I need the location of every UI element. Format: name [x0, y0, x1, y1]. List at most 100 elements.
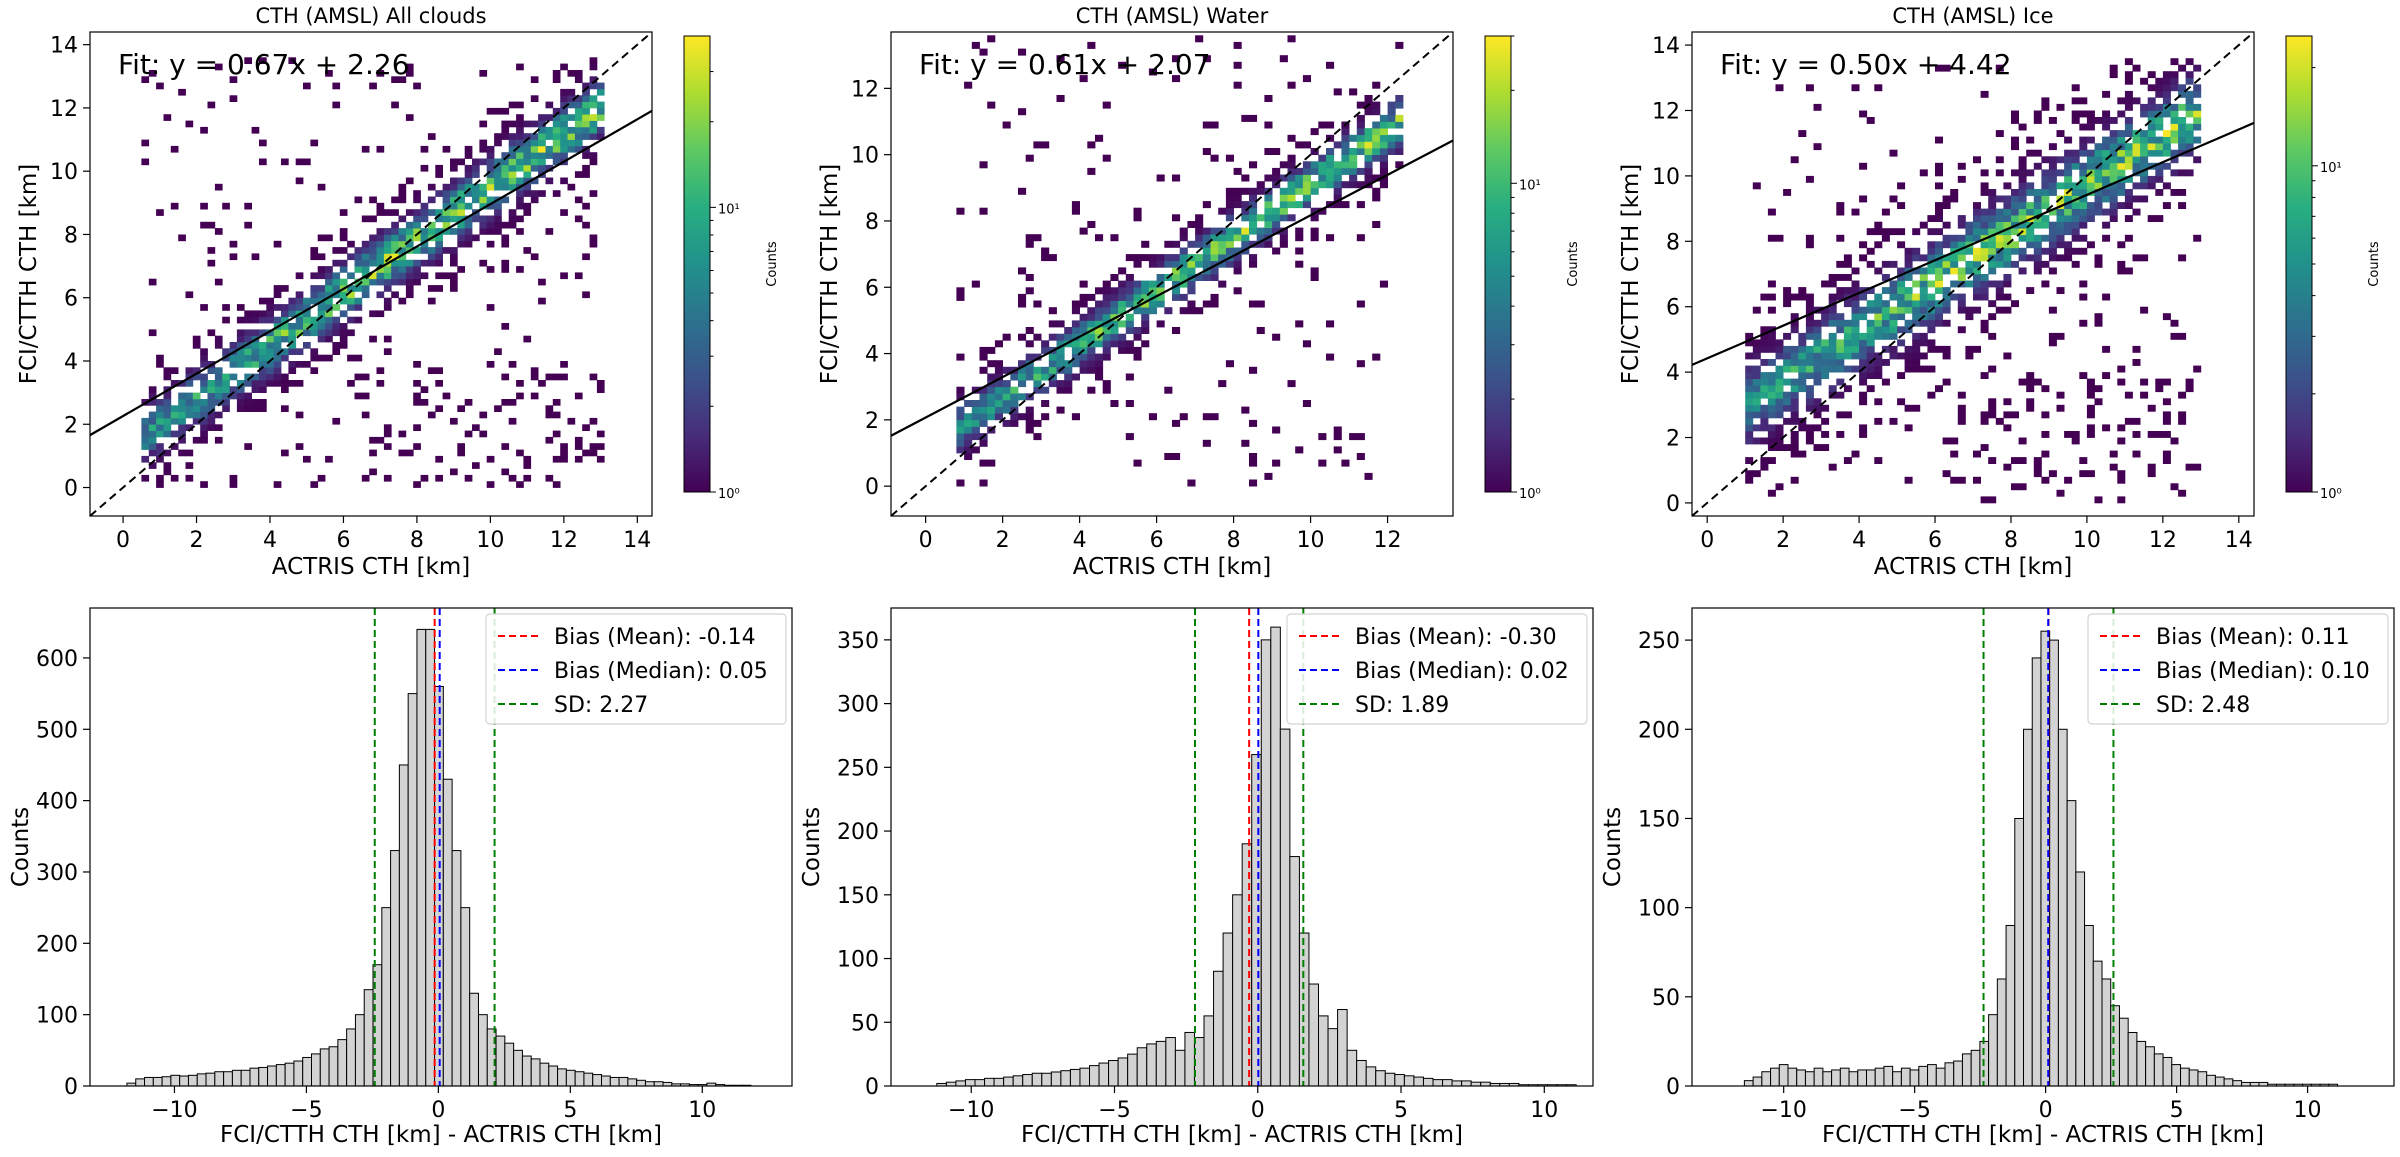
heatmap-cell	[1179, 274, 1188, 281]
heatmap-cell	[2140, 169, 2149, 177]
heatmap-cell	[1326, 167, 1335, 175]
heatmap-cell	[2155, 103, 2164, 111]
heatmap-cell	[266, 310, 274, 318]
heatmap-cell	[2086, 175, 2095, 183]
heatmap-cell	[1041, 346, 1050, 354]
heatmap-cell	[1836, 345, 1845, 353]
heatmap-cell	[442, 221, 451, 229]
heatmap-cell	[185, 449, 194, 457]
heatmap-cell	[2056, 332, 2065, 340]
y-tick-label: 0	[865, 1075, 879, 1100]
heatmap-cell	[1187, 267, 1196, 275]
heatmap-cell	[435, 190, 443, 197]
heatmap-cell	[435, 474, 443, 482]
heatmap-cell	[1356, 300, 1365, 308]
heatmap-cell	[956, 426, 965, 434]
heatmap-cell	[1821, 352, 1830, 360]
histogram-bar	[1461, 1080, 1472, 1087]
heatmap-cell	[251, 342, 260, 349]
heatmap-cell	[156, 449, 164, 457]
heatmap-cell	[560, 152, 568, 159]
heatmap-cell	[207, 411, 216, 419]
heatmap-cell	[376, 436, 385, 444]
heatmap-cell	[2086, 208, 2095, 216]
heatmap-cell	[383, 443, 392, 450]
heatmap-cell	[1018, 108, 1027, 116]
heatmap-cell	[1935, 274, 1943, 281]
heatmap-cell	[303, 304, 311, 311]
heatmap-cell	[486, 215, 495, 223]
heatmap-cell	[1965, 247, 1974, 255]
heatmap-cell	[2011, 411, 2019, 419]
heatmap-cell	[1048, 254, 1057, 262]
heatmap-cell	[1210, 274, 1219, 281]
heatmap-cell	[1210, 240, 1219, 248]
heatmap-cell	[244, 57, 252, 64]
heatmap-cell	[2102, 293, 2111, 301]
heatmap-cell	[1025, 366, 1034, 374]
heatmap-cell	[574, 139, 583, 147]
heatmap-cell	[2026, 189, 2035, 196]
heatmap-cell	[2124, 143, 2133, 151]
heatmap-cell	[596, 386, 605, 393]
heatmap-cell	[259, 310, 267, 318]
heatmap-cell	[1973, 345, 1981, 353]
heatmap-cell	[1874, 267, 1883, 275]
heatmap-cell	[971, 41, 980, 49]
heatmap-cell	[214, 183, 223, 191]
heatmap-cell	[508, 152, 517, 159]
heatmap-cell	[2132, 195, 2141, 203]
heatmap-cell	[361, 253, 370, 261]
heatmap-cell	[200, 354, 208, 362]
heatmap-cell	[1172, 327, 1181, 334]
heatmap-cell	[516, 481, 524, 488]
heatmap-cell	[1272, 333, 1281, 341]
heatmap-cell	[2147, 463, 2156, 471]
heatmap-cell	[2048, 208, 2057, 216]
heatmap-cell	[369, 234, 377, 242]
heatmap-cell	[2064, 208, 2073, 216]
heatmap-cell	[1064, 333, 1073, 341]
heatmap-cell	[2117, 130, 2126, 137]
heatmap-cell	[2155, 123, 2164, 131]
heatmap-cell	[1095, 327, 1104, 334]
heatmap-cell	[383, 266, 392, 273]
heatmap-cell	[2071, 202, 2080, 209]
heatmap-cell	[567, 70, 576, 77]
heatmap-cell	[501, 133, 510, 140]
heatmap-cell	[2094, 195, 2103, 203]
heatmap-cell	[259, 386, 267, 393]
heatmap-cell	[1957, 162, 1966, 170]
heatmap-cell	[472, 234, 480, 242]
heatmap-cell	[2109, 215, 2118, 222]
heatmap-cell	[1102, 300, 1111, 308]
heatmap-cell	[2056, 208, 2065, 216]
histogram-bar	[223, 1071, 233, 1087]
heatmap-cell	[589, 114, 598, 121]
heatmap-cell	[288, 342, 297, 349]
heatmap-cell	[2071, 156, 2080, 164]
heatmap-cell	[1760, 437, 1769, 445]
heatmap-cell	[2170, 149, 2179, 157]
heatmap-cell	[1843, 274, 1852, 281]
heatmap-cell	[2033, 470, 2042, 478]
heatmap-cell	[552, 399, 561, 406]
x-tick-labels: −10 −5 0 5 10	[1760, 1086, 2322, 1123]
heatmap-cell	[1988, 208, 1997, 216]
heatmap-cell	[259, 329, 267, 337]
heatmap-cell	[207, 399, 216, 406]
heatmap-cell	[354, 316, 363, 324]
heatmap-cell	[1957, 234, 1966, 242]
heatmap-cell	[516, 158, 524, 166]
heatmap-cell	[361, 474, 370, 482]
heatmap-cell	[1233, 167, 1242, 175]
histogram-bar	[205, 1072, 216, 1087]
heatmap-cell	[391, 253, 399, 261]
heatmap-cell	[420, 247, 429, 254]
heatmap-cell	[1202, 234, 1211, 242]
heatmap-cell	[2185, 385, 2194, 393]
heatmap-cell	[1767, 306, 1776, 314]
heatmap-cell	[1002, 393, 1011, 401]
heatmap-cell	[2048, 162, 2057, 170]
